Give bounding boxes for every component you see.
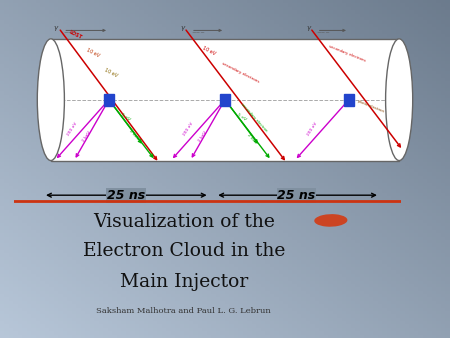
- Text: 10 eV: 10 eV: [202, 46, 216, 57]
- Text: 200 eV: 200 eV: [66, 121, 78, 136]
- Text: 5 eV: 5 eV: [237, 113, 247, 122]
- Text: ~~~: ~~~: [191, 30, 205, 35]
- Bar: [344, 94, 354, 105]
- Text: secondary electrons: secondary electrons: [221, 62, 260, 84]
- Bar: [220, 94, 230, 105]
- Text: 25 ns: 25 ns: [107, 189, 145, 202]
- Ellipse shape: [37, 39, 64, 161]
- Text: $\gamma$: $\gamma$: [53, 24, 59, 33]
- Text: 25 ns: 25 ns: [278, 189, 316, 202]
- Text: 10 eV: 10 eV: [86, 48, 100, 58]
- Text: ~~~: ~~~: [317, 30, 331, 35]
- Text: Saksham Malhotra and Paul L. G. Lebrun: Saksham Malhotra and Paul L. G. Lebrun: [96, 307, 271, 315]
- Text: Electron Cloud in the: Electron Cloud in the: [83, 242, 285, 260]
- Ellipse shape: [314, 214, 347, 227]
- Text: LOST: LOST: [68, 29, 83, 40]
- Text: ~~~: ~~~: [63, 30, 77, 35]
- Ellipse shape: [386, 39, 413, 161]
- Text: 200 eV: 200 eV: [182, 121, 194, 136]
- Bar: [51, 39, 399, 161]
- Text: $\gamma$: $\gamma$: [180, 24, 187, 33]
- Text: 2 keV: 2 keV: [82, 130, 92, 143]
- Text: secondary electron: secondary electron: [240, 102, 269, 133]
- Text: Main Injector: Main Injector: [120, 273, 248, 291]
- Text: 2 keV: 2 keV: [198, 130, 208, 143]
- Text: 2 keV: 2 keV: [128, 129, 140, 141]
- Text: 10 eV: 10 eV: [103, 67, 118, 78]
- Bar: [104, 94, 114, 105]
- Text: photo-electron: photo-electron: [356, 99, 385, 113]
- Text: secondary electrons: secondary electrons: [328, 44, 366, 63]
- Text: 5 eV: 5 eV: [121, 113, 131, 122]
- Text: 200 eV: 200 eV: [306, 121, 318, 136]
- Text: 2 keV: 2 keV: [246, 133, 257, 145]
- Text: $\gamma$: $\gamma$: [306, 24, 313, 33]
- Text: Visualization of the: Visualization of the: [93, 213, 274, 231]
